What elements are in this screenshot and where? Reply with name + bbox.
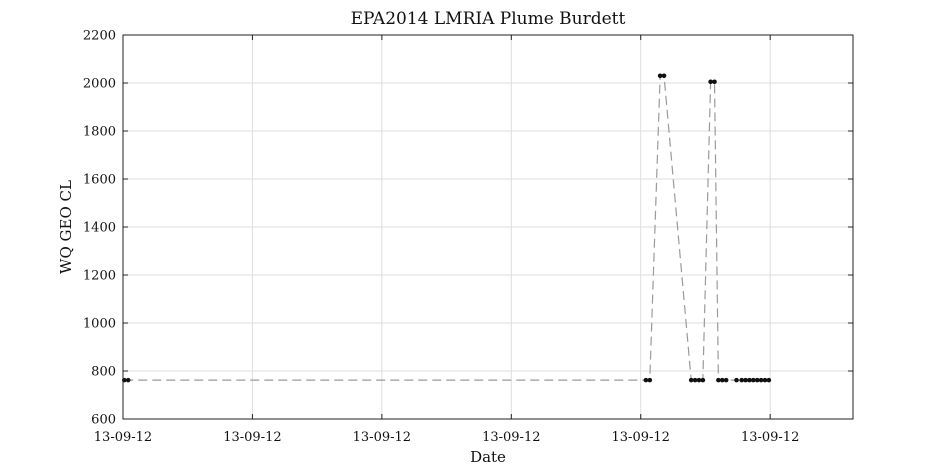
data-point xyxy=(657,73,663,79)
grid-layer xyxy=(122,34,853,420)
x-tick-label: 13-09-12 xyxy=(94,430,152,445)
data-point xyxy=(762,377,768,383)
x-tick-label: 13-09-12 xyxy=(741,430,799,445)
x-tick-label: 13-09-12 xyxy=(353,430,411,445)
data-points-layer xyxy=(121,73,772,383)
data-point xyxy=(723,377,729,383)
y-tick-label: 600 xyxy=(91,413,116,428)
data-point xyxy=(643,377,649,383)
data-point xyxy=(696,377,702,383)
y-tick-label: 800 xyxy=(91,365,116,380)
data-point xyxy=(716,377,721,383)
data-point xyxy=(766,377,772,383)
data-point xyxy=(734,377,739,383)
data-point xyxy=(712,79,717,85)
data-point xyxy=(719,377,725,383)
x-tick-label: 13-09-12 xyxy=(612,430,670,445)
series-line xyxy=(124,75,769,381)
data-point xyxy=(647,377,653,383)
y-tick-label: 1800 xyxy=(83,125,116,140)
x-axis-label: Date xyxy=(470,448,506,466)
data-point xyxy=(758,377,764,383)
data-point xyxy=(754,377,760,383)
y-tick-label: 1200 xyxy=(83,269,116,284)
data-point xyxy=(125,377,131,383)
data-point xyxy=(743,377,748,383)
y-tick-label: 1400 xyxy=(83,221,116,236)
data-point xyxy=(739,377,744,383)
data-point xyxy=(708,79,713,85)
y-axis-label: WQ GEO CL xyxy=(57,180,75,274)
y-tick-label: 1000 xyxy=(83,317,116,332)
tick-layer: 600 800 1000 1200 1400 1600 1800 2000 2200 13-09-… xyxy=(83,29,853,445)
y-tick-label: 1600 xyxy=(83,173,116,188)
data-point xyxy=(700,377,706,383)
series-line-layer xyxy=(124,75,769,381)
data-point xyxy=(747,377,752,383)
x-tick-label: 13-09-12 xyxy=(223,430,281,445)
y-tick-label: 2200 xyxy=(83,29,116,44)
data-point xyxy=(688,377,694,383)
data-point xyxy=(751,377,756,383)
x-tick-label: 13-09-12 xyxy=(482,430,540,445)
y-tick-label: 2000 xyxy=(83,77,116,92)
chart-title: EPA2014 LMRIA Plume Burdett xyxy=(351,9,626,29)
data-point xyxy=(692,377,698,383)
data-point xyxy=(661,73,667,79)
